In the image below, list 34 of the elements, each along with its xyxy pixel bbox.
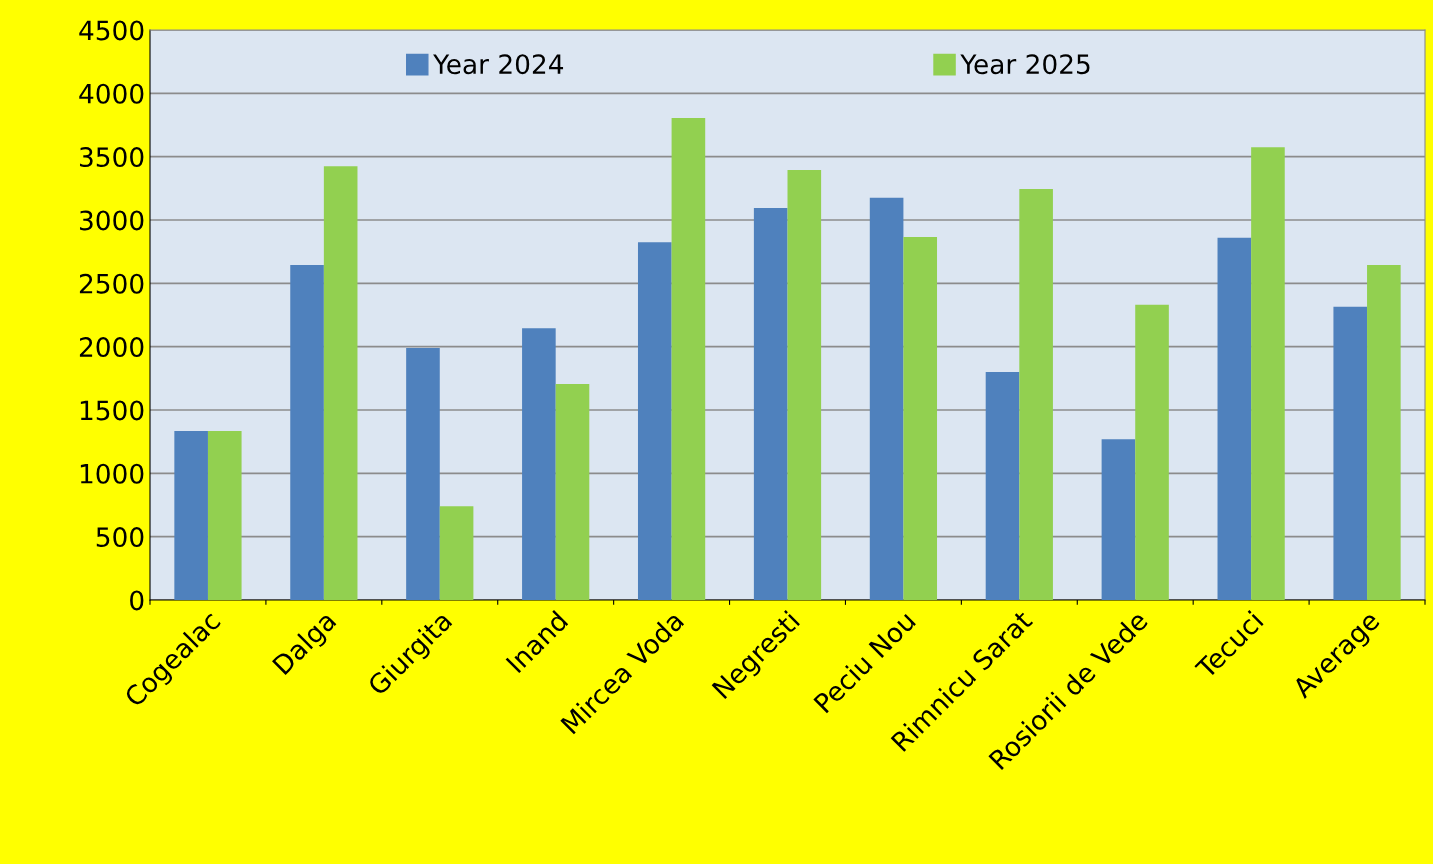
y-tick-label: 4500 (79, 20, 144, 41)
bar (522, 328, 556, 600)
bar (1135, 304, 1169, 600)
bar (787, 169, 822, 600)
bar (1333, 306, 1368, 600)
bar (1367, 264, 1401, 600)
bar (406, 347, 440, 600)
bar (207, 430, 242, 600)
y-tick-label: 1000 (80, 463, 144, 484)
bar (671, 118, 706, 600)
bar (174, 430, 208, 600)
legend-label: Year 2024 (433, 54, 564, 75)
y-tick-label: 1500 (80, 400, 144, 421)
y-tick-label: 2000 (79, 337, 144, 358)
bar (1101, 439, 1136, 600)
y-tick-label: 3500 (79, 147, 144, 168)
bar (637, 242, 672, 600)
legend-label: Year 2025 (960, 54, 1090, 75)
bar (753, 207, 788, 600)
y-tick-label: 2500 (79, 273, 144, 294)
bar (985, 372, 1020, 600)
bar (869, 197, 904, 600)
bar (290, 264, 324, 600)
bar (1019, 188, 1053, 600)
bar (323, 166, 358, 600)
bar (903, 237, 938, 600)
y-tick-label: 4000 (79, 83, 144, 104)
bar (1251, 147, 1285, 600)
bar (439, 506, 474, 600)
bar (555, 384, 590, 600)
y-tick-label: 3000 (79, 210, 144, 231)
y-tick-label: 0 (130, 590, 144, 611)
y-tick-label: 500 (96, 527, 144, 548)
bar (1217, 237, 1252, 600)
